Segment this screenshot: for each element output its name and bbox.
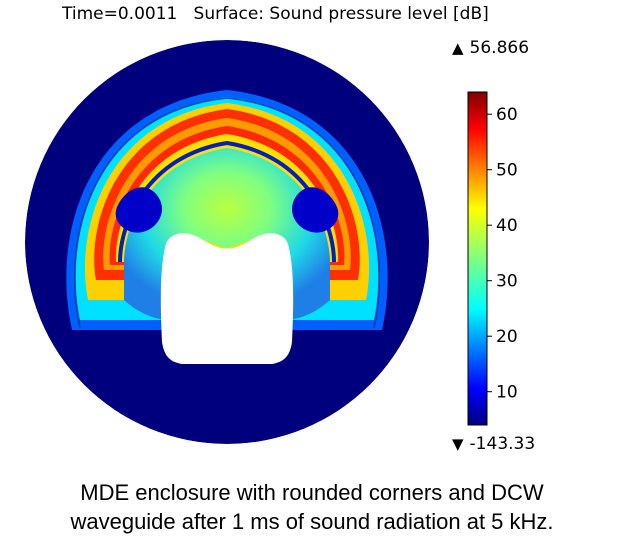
colorbar-ticks: 60 50 40 30 20 10 [487,105,518,403]
left-dark-lobe [115,187,162,233]
colorbar-tick-label: 10 [496,383,518,403]
figure-caption: MDE enclosure with rounded corners and D… [0,478,624,536]
colorbar-max-value: 56.866 [469,38,530,58]
right-dark-lobe [292,187,339,233]
triangle-up-icon: ▲ [452,39,464,57]
colorbar-tick-label: 20 [496,327,518,347]
colorbar-gradient [467,91,488,426]
pressure-node-ring [73,97,381,329]
colorbar: 60 50 40 30 20 10 [467,91,518,426]
colorbar-min: ▼ -143.33 [452,434,535,454]
colorbar-tick-label: 30 [496,272,518,292]
caption-line-2: waveguide after 1 ms of sound radiation … [70,509,554,534]
domain-disk [25,40,429,444]
colorbar-max: ▲ 56.866 [452,38,529,58]
colorbar-tick-label: 60 [496,105,518,125]
colorbar-tick-label: 50 [496,161,518,181]
enclosure-cutout [160,233,294,364]
triangle-down-icon: ▼ [452,435,464,453]
colorbar-min-value: -143.33 [469,434,536,454]
plot-title: Time=0.0011 Surface: Sound pressure leve… [62,4,489,24]
sound-pressure-plot: 60 50 40 30 20 10 [25,40,518,444]
caption-line-1: MDE enclosure with rounded corners and D… [80,480,544,505]
colorbar-tick-label: 40 [496,216,518,236]
